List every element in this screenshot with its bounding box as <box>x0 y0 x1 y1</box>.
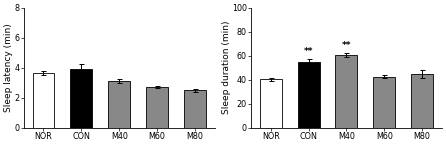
Bar <box>260 79 282 128</box>
Bar <box>297 62 320 128</box>
Text: **: ** <box>304 47 314 56</box>
Bar <box>335 55 357 128</box>
Y-axis label: Sleep duration (min): Sleep duration (min) <box>222 21 231 114</box>
Bar <box>411 74 433 128</box>
Bar <box>146 87 168 128</box>
Bar <box>70 69 92 128</box>
Y-axis label: Sleep latency (min): Sleep latency (min) <box>4 23 13 112</box>
Text: **: ** <box>342 41 351 50</box>
Bar <box>184 90 206 128</box>
Bar <box>373 77 395 128</box>
Bar <box>108 81 130 128</box>
Bar <box>33 73 54 128</box>
